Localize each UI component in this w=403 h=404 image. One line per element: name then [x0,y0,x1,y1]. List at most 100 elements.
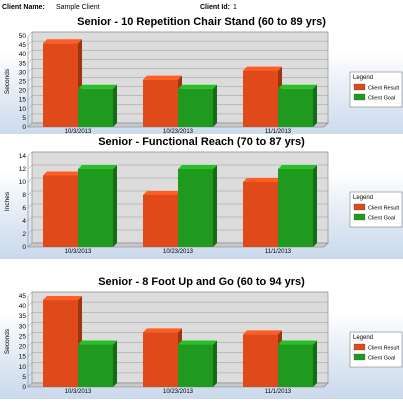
y-tick-label: 35 [19,313,27,320]
gridline-side [27,372,33,378]
bar-client-goal [78,344,113,387]
y-tick-label: 15 [19,354,27,361]
chart-chair-stand: 0 5 10 15 20 25 30 35 40 45 50 Seconds 10/3/2013 10/2… [4,31,403,135]
y-axis-label: Seconds [4,68,11,94]
y-tick-label: 35 [19,60,27,67]
bar-client-result [243,70,278,127]
y-tick-label: 8 [22,192,26,199]
gridline-side [27,40,33,46]
client-name-label: Client Name: [2,4,45,11]
gridline-side [27,352,33,357]
bar-top [43,171,82,176]
gridline-side [27,382,33,388]
bar-side [313,165,317,247]
x-tick-label: 10/23/2013 [163,249,194,255]
gridline-side [27,122,33,128]
y-tick-label: 50 [19,33,27,40]
bar-side [313,84,317,127]
gridline-side [27,95,33,100]
bar-top [243,178,282,182]
y-axis-label: Seconds [4,328,11,354]
legend-box [349,191,403,228]
legend-swatch-client-goal [353,353,366,361]
y-axis-label: Inches [4,191,11,211]
x-tick-label: 10/3/2013 [65,389,92,395]
y-tick-label: 15 [19,97,27,104]
legend-title: Legend [353,195,373,201]
bar-client-result [243,334,278,387]
bar-side [113,340,117,387]
gridline-side [27,242,33,248]
legend-swatch-client-result [353,343,366,351]
gridline-side [27,342,33,347]
gridline-side [27,59,33,64]
chart-foot-up-and-go: 0 5 10 15 20 25 30 35 40 45 Seconds 10/3/2013 10/23/… [4,291,403,395]
bar-top [278,165,317,169]
bar-client-goal [178,169,213,247]
gridline-side [27,291,33,297]
bar-top [178,165,217,169]
chart-title: Senior - 8 Foot Up and Go (60 to 94 yrs) [98,276,305,288]
y-tick-label: 45 [19,293,27,300]
y-tick-label: 20 [19,344,27,351]
bar-side [213,340,217,387]
chart-panel-functional-reach: Senior - Functional Reach (70 to 87 yrs)… [0,134,403,259]
gridline-side [27,104,33,109]
gridline-side [27,50,33,55]
bar-top [43,296,82,301]
y-tick-label: 12 [19,166,27,173]
bar-side [113,165,117,247]
bar-top [143,191,182,195]
x-tick-label: 11/1/2013 [265,389,292,395]
chart-panel-foot-up-and-go: Senior - 8 Foot Up and Go (60 to 94 yrs)… [0,274,403,399]
bar-client-goal [278,88,313,127]
gridline-side [27,113,33,119]
legend-swatch-client-goal [353,213,366,221]
gridline-side [27,322,33,327]
bar-client-result [143,195,178,247]
bar-top [178,340,217,345]
gridline-side [27,301,33,307]
bar-client-goal [278,169,313,247]
y-tick-label: 20 [19,88,27,95]
legend-entry: Client Result [368,86,400,92]
legend-swatch-client-result [353,203,366,211]
bar-side [213,165,217,247]
bar-client-result [43,175,78,247]
legend-title: Legend [353,75,373,81]
bar-top [243,66,282,71]
bar-top [78,84,117,89]
y-tick-label: 5 [22,115,26,122]
gridline-side [27,362,33,367]
legend-entry: Client Goal [368,216,395,222]
bar-client-goal [78,169,113,247]
gridline-side [27,151,33,157]
bar-top [143,328,182,333]
bar-client-goal [178,344,213,387]
bar-top [143,75,182,80]
y-tick-label: 0 [22,384,26,391]
bar-side [213,84,217,127]
bar-side [313,340,317,387]
y-tick-label: 40 [19,51,27,58]
bar-client-result [43,300,78,387]
client-id-label: Client Id: [200,4,230,11]
chart-title: Senior - 10 Repetition Chair Stand (60 t… [77,16,326,28]
gridline-side [27,203,33,209]
gridline-side [27,31,33,37]
bar-client-goal [178,88,213,127]
legend-entry: Client Goal [368,96,395,102]
bar-client-result [43,43,78,127]
bar-client-result [143,79,178,127]
gridline-side [27,216,33,222]
legend-swatch-client-result [353,83,366,91]
client-id-value: 1 [233,4,237,11]
x-tick-label: 10/3/2013 [65,249,92,255]
gridline-side [27,312,33,317]
y-tick-label: 10 [19,364,27,371]
y-tick-label: 6 [22,205,26,212]
bar-top [278,84,317,89]
legend-title: Legend [353,335,373,341]
legend-swatch-client-goal [353,93,366,101]
bar-top [78,165,117,169]
